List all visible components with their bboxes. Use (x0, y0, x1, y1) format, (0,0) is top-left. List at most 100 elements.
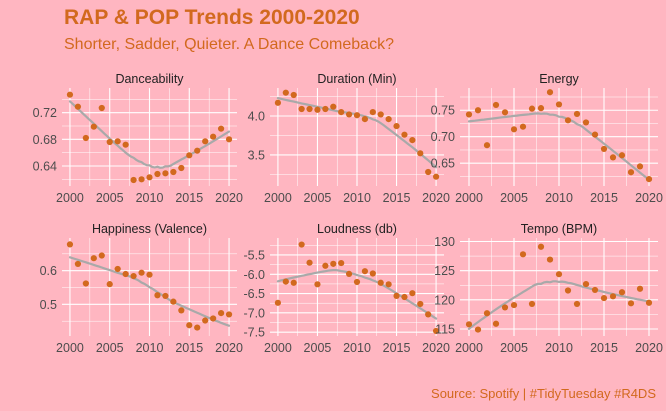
data-point (393, 123, 400, 130)
x-tick-label: 2020 (422, 341, 450, 355)
data-point (564, 117, 572, 124)
data-point (122, 141, 129, 148)
data-point (465, 321, 473, 328)
data-point (537, 243, 545, 250)
data-point (338, 109, 345, 116)
y-tick-label: -5.5 (243, 248, 265, 262)
data-point (645, 176, 653, 183)
data-point (600, 294, 608, 302)
facet-panel-3: Energy 2000 2005 2010 2015 2020 0.65 0.70 0.75 (431, 72, 663, 205)
data-point (361, 268, 369, 275)
data-point (636, 285, 644, 292)
data-point (501, 109, 509, 116)
data-point (186, 322, 193, 329)
facet-title: Danceability (115, 72, 184, 86)
data-point (501, 304, 509, 311)
data-point (425, 168, 432, 176)
y-tick-label: 125 (434, 264, 455, 278)
data-point (483, 142, 491, 149)
data-point (417, 150, 424, 157)
facet-panel-4: Happiness (Valence) 2000 2005 2010 2015 2020 0… (40, 222, 243, 355)
y-tick-label: 0.65 (431, 157, 455, 171)
x-tick-label: 2005 (500, 341, 528, 355)
data-point (432, 327, 440, 335)
x-tick-label: 2005 (500, 191, 528, 205)
data-point (546, 256, 554, 263)
data-point (377, 111, 384, 118)
data-point (178, 307, 185, 314)
data-point (74, 260, 82, 268)
data-point (417, 300, 424, 308)
y-tick-label: 120 (434, 293, 455, 307)
data-point (645, 299, 653, 306)
facet-title: Tempo (BPM) (521, 222, 597, 236)
y-tick-label: 130 (434, 235, 455, 249)
data-point (361, 116, 369, 123)
data-point (274, 299, 282, 306)
data-point (627, 300, 635, 307)
data-point (130, 272, 137, 280)
data-point (154, 170, 161, 178)
data-point (298, 241, 305, 248)
data-point (298, 105, 305, 113)
y-tick-label: 0.70 (431, 130, 455, 144)
x-tick-label: 2005 (304, 341, 332, 355)
data-point (146, 174, 153, 181)
data-point (573, 300, 581, 308)
data-point (591, 131, 599, 138)
x-tick-label: 2010 (136, 191, 164, 205)
x-tick-label: 2010 (136, 341, 164, 355)
data-point (546, 89, 554, 96)
data-point (393, 292, 400, 299)
data-point (555, 271, 563, 278)
y-tick-label: -6.0 (243, 268, 265, 282)
data-point (114, 138, 121, 145)
data-point (492, 101, 500, 109)
data-point (186, 152, 193, 159)
data-point (306, 105, 313, 113)
y-tick-label: 115 (435, 323, 455, 337)
x-tick-label: 2010 (343, 191, 371, 205)
data-point (314, 106, 321, 113)
smooth-line (276, 269, 438, 320)
y-tick-label: 0.72 (33, 106, 57, 120)
data-point (432, 173, 440, 180)
data-point (90, 123, 97, 130)
data-point (573, 110, 581, 118)
x-tick-label: 2005 (96, 191, 124, 205)
x-tick-label: 2020 (635, 341, 663, 355)
x-tick-label: 2015 (590, 341, 618, 355)
x-tick-label: 2000 (264, 191, 292, 205)
data-point (627, 169, 635, 176)
data-point (510, 301, 518, 309)
data-point (369, 109, 376, 116)
data-point (555, 101, 563, 108)
data-point (162, 292, 169, 300)
data-point (170, 298, 177, 305)
data-point (582, 280, 590, 288)
data-point (146, 271, 153, 278)
chart-caption: Source: Spotify | #TidyTuesday #R4DS (431, 386, 656, 401)
data-point (282, 89, 289, 96)
facet-panel-1: Danceability 2000 2005 2010 2015 2020 0.64 0.68… (33, 72, 243, 205)
data-point (90, 255, 97, 262)
y-tick-label: -6.5 (243, 287, 265, 301)
data-point (130, 176, 137, 184)
facet-panel-6: Tempo (BPM) 2000 2005 2010 2015 2020 115 120 125… (434, 222, 663, 355)
data-point (425, 311, 432, 318)
data-point (314, 281, 321, 288)
x-tick-label: 2020 (215, 191, 243, 205)
data-point (162, 170, 169, 177)
y-tick-label: 0.6 (40, 264, 57, 278)
data-point (369, 270, 376, 277)
x-tick-label: 2015 (383, 341, 411, 355)
chart-title: RAP & POP Trends 2000-2020 (64, 6, 360, 29)
x-tick-label: 2020 (215, 341, 243, 355)
data-point (465, 111, 473, 118)
data-point (138, 176, 145, 183)
y-tick-label: -7.0 (243, 306, 265, 320)
x-tick-label: 2020 (422, 191, 450, 205)
data-point (609, 154, 617, 161)
data-point (609, 293, 617, 300)
facet-panel-5: Loudness (db) 2000 2005 2010 2015 2020 -7.5 -7.… (243, 222, 450, 355)
